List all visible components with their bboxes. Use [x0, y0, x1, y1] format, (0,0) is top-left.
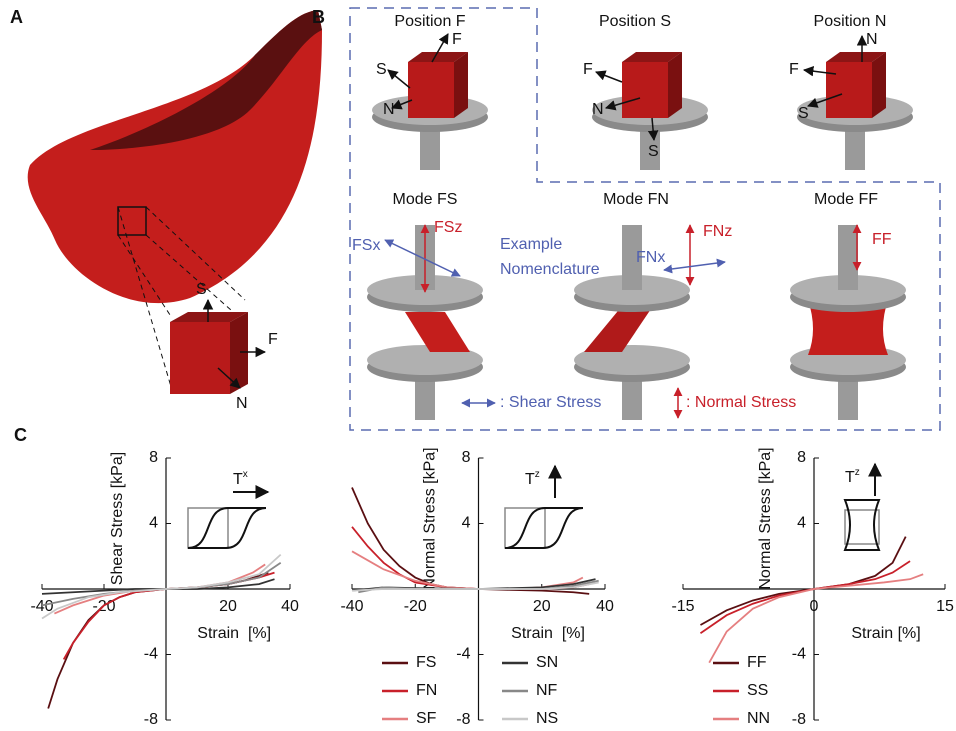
axis-letter: S: [196, 281, 207, 298]
legend-label: NF: [536, 682, 558, 699]
cube-side: [454, 52, 468, 118]
y-tick-label: 8: [462, 449, 471, 466]
inset: [845, 500, 879, 550]
axis-letter: S: [376, 61, 387, 78]
y-tick-label: -8: [456, 711, 470, 728]
x-tick-label: -15: [671, 598, 694, 615]
arrow: [388, 70, 410, 88]
axis-letter: S: [648, 143, 659, 160]
x-tick-label: 0: [810, 598, 819, 615]
y-tick-label: -4: [456, 646, 470, 663]
nomenclature: Example: [500, 236, 562, 253]
inset-label-sup: z: [855, 467, 860, 478]
cube-side: [668, 52, 682, 118]
mode-title: Mode FS: [393, 191, 458, 208]
axis-letter: S: [798, 105, 809, 122]
tissue-illustration: [28, 10, 322, 394]
legend-label: NN: [747, 710, 770, 727]
legend-label: NS: [536, 710, 558, 727]
force-label: FSx: [352, 237, 380, 254]
nomenclature: Nomenclature: [500, 261, 600, 278]
legend-label: SN: [536, 654, 558, 671]
panel-label: C: [14, 425, 27, 445]
line-series: [352, 551, 583, 589]
axis-letter: N: [236, 395, 248, 412]
cube-front: [826, 62, 872, 118]
position-title: Position S: [599, 13, 671, 30]
x-tick-label: 40: [596, 598, 614, 615]
axis-letter: N: [383, 101, 395, 118]
x-tick-label: 40: [281, 598, 299, 615]
shaft: [838, 225, 858, 290]
force-label: FNz: [703, 223, 732, 240]
mode-title: Mode FF: [814, 191, 878, 208]
axis-letter: F: [452, 31, 462, 48]
legend-label: SF: [416, 710, 437, 727]
legend-label: FN: [416, 682, 437, 699]
y-tick-label: 4: [797, 515, 806, 532]
y-tick-label: 4: [462, 515, 471, 532]
legend-label: FF: [747, 654, 767, 671]
y-tick-label: -8: [792, 711, 806, 728]
inset-label: Tz: [525, 469, 540, 489]
cube-front: [408, 62, 454, 118]
y-axis-label: Shear Stress [kPa]: [109, 452, 126, 585]
inset-label-sup: z: [535, 469, 540, 480]
position-title: Position F: [394, 13, 465, 30]
x-axis-label: Strain [%]: [197, 625, 271, 642]
cube-side: [872, 52, 886, 118]
inset: [505, 508, 583, 548]
y-tick-label: -4: [792, 646, 806, 663]
axis-letter: F: [789, 61, 799, 78]
legend-label: FS: [416, 654, 436, 671]
inset-label: Tx: [233, 469, 248, 489]
y-tick-label: 4: [149, 515, 158, 532]
line-series: [42, 563, 281, 606]
line-series: [709, 574, 923, 662]
force-label: FSz: [434, 219, 462, 236]
y-tick-label: -8: [144, 711, 158, 728]
inset-shape: [845, 500, 879, 550]
y-tick-label: 8: [797, 449, 806, 466]
y-axis-label: Normal Stress [kPa]: [757, 447, 774, 589]
stress-key: : Normal Stress: [686, 394, 796, 411]
line-series: [700, 561, 910, 633]
x-tick-label: -40: [340, 598, 363, 615]
position-title: Position N: [814, 13, 887, 30]
inset-shape: [505, 508, 583, 548]
line-series: [42, 555, 281, 619]
arrow: [596, 72, 622, 82]
x-tick-label: 20: [219, 598, 237, 615]
y-axis-label: Normal Stress [kPa]: [422, 447, 439, 589]
inset-label: Tz: [845, 467, 860, 487]
force-label: FF: [872, 231, 892, 248]
inset-label-sup: x: [243, 469, 248, 480]
x-tick-label: 15: [936, 598, 954, 615]
x-tick-label: -20: [404, 598, 427, 615]
inset: [188, 508, 266, 548]
figure: A S F N B Position F Position S Position…: [0, 0, 956, 731]
panel-label: B: [312, 7, 325, 27]
legend-label: SS: [747, 682, 768, 699]
axis-letter: N: [592, 101, 604, 118]
panel-label: A: [10, 7, 23, 27]
axis-letter: F: [268, 331, 278, 348]
line-series: [352, 487, 589, 593]
inset-shape: [188, 508, 266, 548]
axis-letter: F: [583, 61, 593, 78]
y-tick-label: -4: [144, 646, 158, 663]
x-tick-label: 20: [533, 598, 551, 615]
cube-front: [622, 62, 668, 118]
y-tick-label: 8: [149, 449, 158, 466]
mode-title: Mode FN: [603, 191, 669, 208]
axis-letter: N: [866, 31, 878, 48]
force-label: FNx: [636, 249, 665, 266]
x-axis-label: Strain [%]: [511, 625, 585, 642]
stress-key: : Shear Stress: [500, 394, 601, 411]
line-series: [352, 527, 589, 589]
x-axis-label: Strain [%]: [851, 625, 920, 642]
arrow: [664, 262, 725, 270]
